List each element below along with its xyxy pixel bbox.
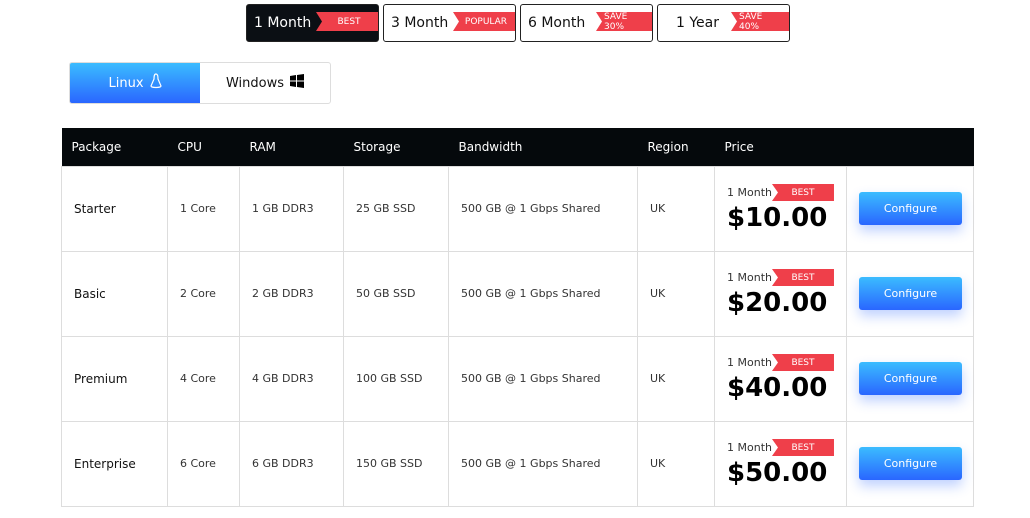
price-cell: 1 Month BEST $50.00 — [714, 420, 847, 507]
action-cell: Configure — [846, 420, 974, 507]
package-name: Basic — [61, 250, 168, 337]
tab-1-month[interactable]: 1 Month BEST — [246, 4, 379, 42]
tab-1-year[interactable]: 1 Year SAVE 40% — [657, 4, 790, 42]
package-name: Premium — [61, 335, 168, 422]
storage: 50 GB SSD — [343, 250, 449, 337]
badge: BEST — [771, 184, 834, 201]
ram: 1 GB DDR3 — [239, 165, 344, 252]
price-period: 1 Month — [727, 186, 772, 199]
ram: 6 GB DDR3 — [239, 420, 344, 507]
action-cell: Configure — [846, 165, 974, 252]
badge: POPULAR — [453, 12, 515, 31]
tab-6-month[interactable]: 6 Month SAVE 30% — [520, 4, 653, 42]
configure-button[interactable]: Configure — [859, 277, 962, 310]
price: $10.00 — [727, 203, 828, 233]
table-row: Basic 2 Core 2 GB DDR3 50 GB SSD 500 GB … — [61, 250, 974, 337]
os-toggle: Linux Windows — [69, 62, 331, 104]
table-row: Premium 4 Core 4 GB DDR3 100 GB SSD 500 … — [61, 335, 974, 422]
price: $40.00 — [727, 373, 828, 403]
os-windows-button[interactable]: Windows — [200, 63, 330, 103]
region: UK — [637, 165, 715, 252]
badge: BEST — [316, 12, 378, 31]
cpu: 1 Core — [167, 165, 240, 252]
tab-label: 3 Month — [391, 15, 449, 31]
action-cell: Configure — [846, 335, 974, 422]
tab-label: 1 Month — [254, 15, 312, 31]
package-name: Starter — [61, 165, 168, 252]
col-cpu: CPU — [167, 128, 240, 166]
linux-icon — [149, 73, 162, 93]
tab-label: 1 Year — [676, 15, 719, 31]
price: $50.00 — [727, 458, 828, 488]
price-period: 1 Month — [727, 441, 772, 454]
os-label: Windows — [225, 75, 285, 91]
windows-icon — [290, 74, 305, 92]
col-price: Price — [714, 128, 847, 166]
price-cell: 1 Month BEST $20.00 — [714, 250, 847, 337]
bandwidth: 500 GB @ 1 Gbps Shared — [448, 335, 638, 422]
table-header-row: Package CPU RAM Storage Bandwidth Region… — [61, 128, 974, 166]
region: UK — [637, 250, 715, 337]
pricing-table: Package CPU RAM Storage Bandwidth Region… — [61, 128, 974, 507]
configure-button[interactable]: Configure — [859, 362, 962, 395]
col-ram: RAM — [239, 128, 344, 166]
storage: 100 GB SSD — [343, 335, 449, 422]
package-name: Enterprise — [61, 420, 168, 507]
tab-label: 6 Month — [528, 15, 586, 31]
table-row: Enterprise 6 Core 6 GB DDR3 150 GB SSD 5… — [61, 420, 974, 507]
badge: SAVE 30% — [596, 12, 652, 31]
price-cell: 1 Month BEST $40.00 — [714, 335, 847, 422]
price-period: 1 Month — [727, 271, 772, 284]
table-row: Starter 1 Core 1 GB DDR3 25 GB SSD 500 G… — [61, 165, 974, 252]
badge: BEST — [771, 439, 834, 456]
action-cell: Configure — [846, 250, 974, 337]
col-package: Package — [61, 128, 168, 166]
ram: 4 GB DDR3 — [239, 335, 344, 422]
os-linux-button[interactable]: Linux — [70, 63, 200, 103]
price: $20.00 — [727, 288, 828, 318]
os-label: Linux — [108, 75, 144, 91]
tab-3-month[interactable]: 3 Month POPULAR — [383, 4, 516, 42]
bandwidth: 500 GB @ 1 Gbps Shared — [448, 250, 638, 337]
badge: SAVE 40% — [731, 12, 789, 31]
cpu: 4 Core — [167, 335, 240, 422]
region: UK — [637, 335, 715, 422]
ram: 2 GB DDR3 — [239, 250, 344, 337]
cpu: 6 Core — [167, 420, 240, 507]
configure-button[interactable]: Configure — [859, 447, 962, 480]
bandwidth: 500 GB @ 1 Gbps Shared — [448, 165, 638, 252]
configure-button[interactable]: Configure — [859, 192, 962, 225]
storage: 25 GB SSD — [343, 165, 449, 252]
billing-period-tabs: 1 Month BEST 3 Month POPULAR 6 Month SAVE 3… — [246, 4, 790, 42]
col-region: Region — [637, 128, 715, 166]
col-action — [846, 128, 974, 166]
region: UK — [637, 420, 715, 507]
price-cell: 1 Month BEST $10.00 — [714, 165, 847, 252]
badge: BEST — [771, 354, 834, 371]
price-period: 1 Month — [727, 356, 772, 369]
col-bandwidth: Bandwidth — [448, 128, 638, 166]
bandwidth: 500 GB @ 1 Gbps Shared — [448, 420, 638, 507]
badge: BEST — [771, 269, 834, 286]
col-storage: Storage — [343, 128, 449, 166]
storage: 150 GB SSD — [343, 420, 449, 507]
cpu: 2 Core — [167, 250, 240, 337]
